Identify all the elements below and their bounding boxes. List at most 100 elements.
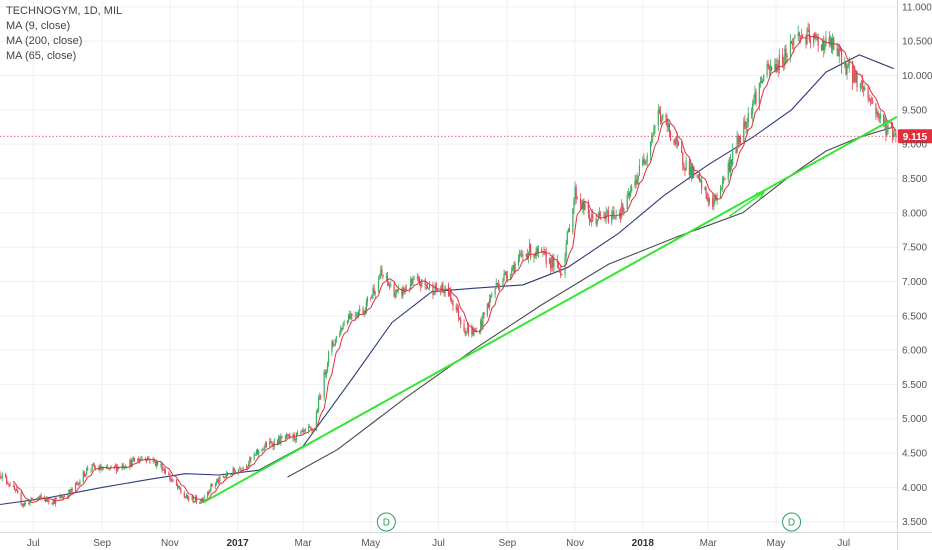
candle-body (543, 251, 545, 253)
x-tick-label: Jul (837, 538, 850, 549)
candle-body (179, 486, 181, 490)
candle-body (478, 331, 481, 333)
candle-body (99, 466, 101, 471)
candle-body (820, 45, 823, 51)
candle-body (405, 289, 407, 291)
candle-body (644, 162, 646, 164)
candle-body (786, 55, 788, 57)
x-tick-label: 2017 (226, 538, 249, 549)
candle-body (130, 460, 132, 467)
candle-body (798, 32, 800, 37)
price-line-layer: 9.115 (0, 129, 932, 144)
candle-body (208, 492, 210, 494)
dividend-marker (782, 512, 802, 532)
candle-body (769, 66, 772, 70)
arrow-head (755, 191, 766, 200)
candle-body (488, 298, 491, 308)
candle-body (814, 33, 816, 39)
candle-body (137, 458, 139, 462)
candle-body (280, 436, 282, 444)
candle-body (304, 429, 306, 431)
candle-body (223, 476, 225, 478)
candle-body (856, 72, 858, 88)
candle-body (553, 259, 555, 268)
candle-body (455, 306, 457, 310)
candle-body (496, 282, 498, 285)
candle-body (40, 495, 42, 498)
candle-body (537, 248, 540, 253)
candle-body (91, 464, 93, 469)
candle-body (284, 437, 286, 439)
candle-body (511, 268, 513, 274)
candle-body (276, 440, 279, 445)
candle-body (743, 121, 745, 143)
candle-body (363, 311, 365, 314)
candle-body (123, 467, 125, 469)
candle-body (301, 430, 303, 432)
candle-body (382, 274, 384, 278)
y-tick-label: 7.500 (902, 243, 927, 254)
candle-body (614, 217, 616, 218)
y-tick-label: 4.000 (902, 483, 927, 494)
candle-body (308, 427, 310, 431)
candle-body (44, 498, 47, 502)
candle-body (518, 254, 521, 259)
candle-body (175, 479, 178, 486)
candle-body (744, 121, 746, 126)
candle-body (121, 465, 123, 469)
y-tick-label: 7.000 (902, 277, 927, 288)
candle-body (491, 294, 493, 297)
candle-body (253, 454, 255, 460)
y-tick-label: 8.000 (902, 208, 927, 219)
candle-body (719, 189, 722, 199)
candle-body (240, 468, 242, 471)
candle-body (460, 318, 462, 324)
candle-body (138, 458, 140, 462)
candle-body (767, 64, 769, 67)
candle-body (269, 441, 271, 447)
candle-body (328, 352, 330, 364)
y-tick-label: 9.500 (902, 105, 927, 116)
candle-body (584, 203, 586, 210)
x-tick-label: Mar (294, 538, 312, 549)
arrow-line (728, 191, 765, 217)
candle-body (401, 288, 403, 296)
candle-body (567, 228, 569, 232)
candle-body (793, 38, 795, 46)
candle-body (32, 499, 34, 501)
candle-body (71, 489, 73, 491)
candle-body (187, 494, 189, 498)
candle-body (7, 482, 9, 485)
candle-body (184, 497, 186, 499)
candle-body (335, 336, 337, 340)
candle-body (884, 120, 886, 124)
candle-body (342, 324, 344, 330)
candle-body (566, 231, 568, 245)
ma9-layer (12, 34, 897, 504)
y-tick-label: 11.000 (902, 2, 932, 13)
candle-body (691, 166, 693, 179)
candle-body (117, 466, 119, 471)
candle-body (506, 275, 508, 279)
candle-body (558, 268, 561, 270)
candle-body (419, 278, 421, 285)
candle-body (79, 481, 81, 485)
candle-body (248, 463, 250, 467)
candle-body (219, 476, 221, 483)
candle-body (178, 486, 180, 488)
trend-layer[interactable] (202, 115, 898, 504)
candle-body (871, 101, 874, 104)
candle-body (396, 290, 399, 291)
x-tick-label: Mar (700, 538, 718, 549)
candle-body (90, 468, 92, 470)
candle-body (340, 327, 342, 335)
candle-body (575, 187, 577, 199)
candle-body (778, 54, 780, 70)
candle-body (817, 37, 819, 46)
candle-body (768, 66, 770, 70)
candle-body (164, 471, 167, 475)
candle-body (792, 43, 794, 46)
candle-body (356, 315, 359, 317)
candle-body (416, 277, 419, 280)
